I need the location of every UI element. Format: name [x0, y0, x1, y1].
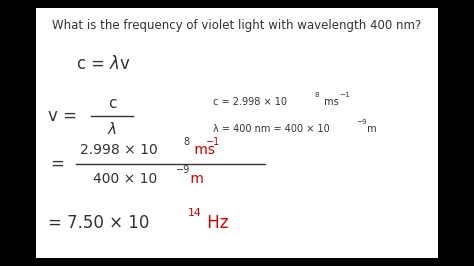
Text: 400 × 10: 400 × 10 [93, 172, 157, 186]
Text: ms: ms [190, 143, 215, 157]
Text: c = 2.998 × 10: c = 2.998 × 10 [213, 97, 287, 107]
Text: 8: 8 [183, 137, 189, 147]
Text: $\lambda$: $\lambda$ [107, 121, 117, 137]
Text: λ = 400 nm = 400 × 10: λ = 400 nm = 400 × 10 [213, 124, 330, 134]
Text: −1: −1 [206, 137, 220, 147]
Text: −1: −1 [339, 92, 350, 98]
Text: Hz: Hz [202, 214, 228, 232]
Text: m: m [365, 124, 377, 134]
Text: = 7.50 × 10: = 7.50 × 10 [48, 214, 149, 232]
Text: =: = [51, 155, 64, 173]
Text: 8: 8 [315, 92, 319, 98]
Text: What is the frequency of violet light with wavelength 400 nm?: What is the frequency of violet light wi… [52, 19, 422, 32]
Text: m: m [185, 172, 203, 186]
Text: c: c [108, 96, 116, 111]
Text: 14: 14 [187, 208, 201, 218]
Text: −9: −9 [356, 119, 367, 124]
Text: −9: −9 [176, 165, 190, 175]
Text: ms: ms [321, 97, 339, 107]
Text: c = $\lambda$v: c = $\lambda$v [76, 55, 131, 73]
Text: 2.998 × 10: 2.998 × 10 [80, 143, 158, 157]
Text: v =: v = [48, 107, 82, 125]
FancyBboxPatch shape [36, 8, 438, 258]
